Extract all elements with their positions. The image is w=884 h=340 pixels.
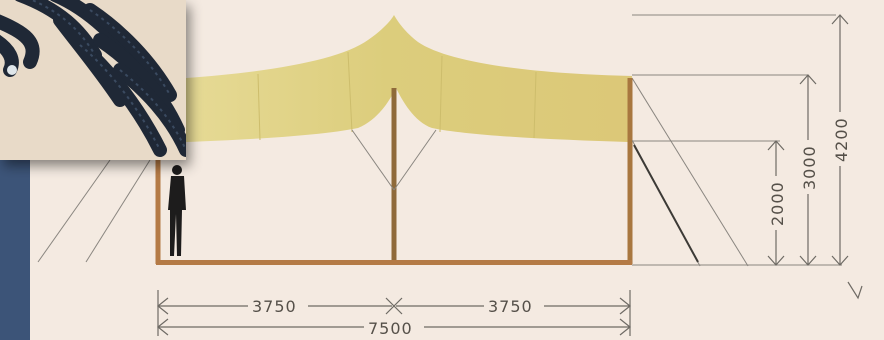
right-span-label: 3750 (488, 297, 533, 316)
height-reference-lines (632, 14, 842, 266)
guy-ropes-left (37, 159, 151, 263)
height-low-label: 2000 (768, 181, 787, 226)
width-dimension-left: 3750 (157, 290, 392, 336)
side-panel (0, 150, 30, 340)
rope-coil (0, 0, 186, 160)
center-pole (351, 88, 437, 265)
ground-frame (156, 260, 632, 265)
height-mid-label: 3000 (800, 145, 819, 190)
height-total-label: 4200 (832, 117, 851, 162)
canopy-seams (257, 51, 537, 141)
height-dimension-2000: 2000 (766, 140, 787, 266)
tent-canopy (186, 15, 632, 142)
stake-mark (847, 281, 863, 300)
guy-ropes-right (631, 77, 749, 267)
total-span-label: 7500 (368, 319, 413, 338)
width-dimension-center-mark (385, 297, 403, 315)
person-silhouette-icon (168, 165, 186, 256)
width-dimension-total: 7500 (157, 317, 631, 339)
height-dimension-4200: 4200 (830, 14, 851, 266)
width-dimension-right: 3750 (396, 290, 631, 336)
left-span-label: 3750 (252, 297, 297, 316)
height-dimension-3000: 3000 (798, 74, 819, 266)
